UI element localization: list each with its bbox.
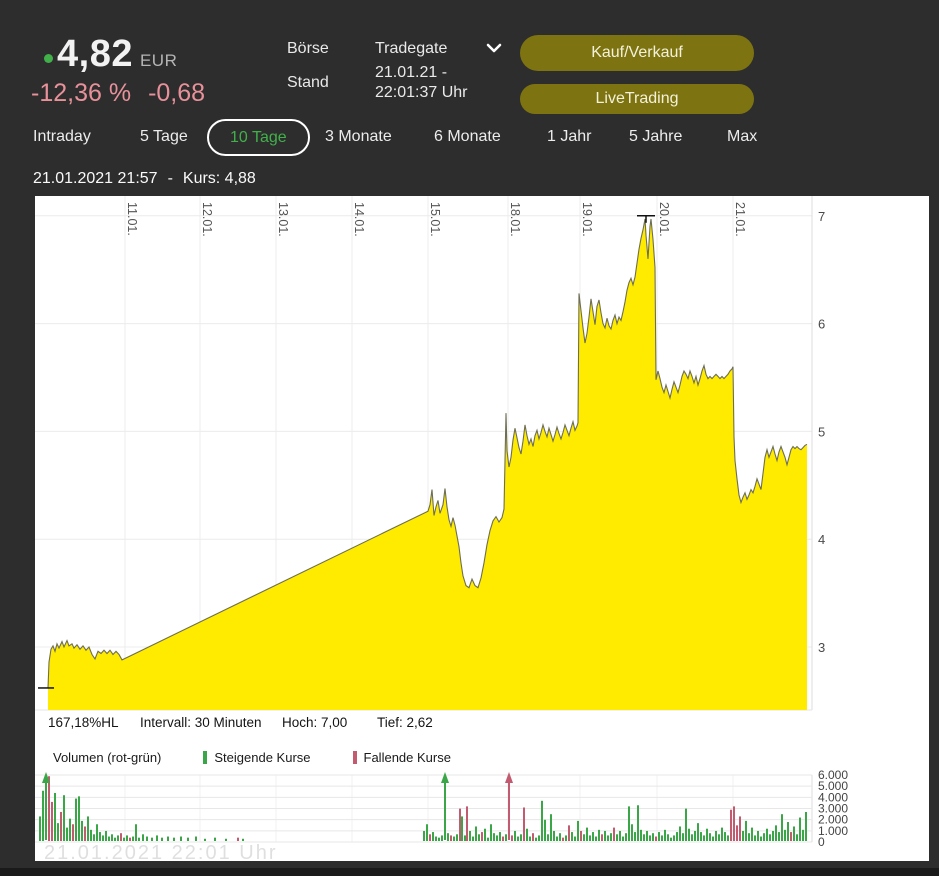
tab-6-monate[interactable]: 6 Monate — [434, 128, 501, 145]
stand-time: 22:01:37 Uhr — [375, 84, 468, 101]
high-low-markers — [38, 215, 655, 689]
date-axis-labels: 11.01. 12.01. 13.01. 14.01. 15.01. 18.01. 19.0… — [125, 202, 747, 237]
tab-1-jahr[interactable]: 1 Jahr — [547, 128, 592, 145]
footer-hl: 167,18%HL — [48, 715, 119, 730]
legend-falling-label: Fallende Kurse — [363, 750, 451, 765]
rising-swatch-icon — [203, 751, 208, 764]
svg-text:4: 4 — [818, 532, 825, 547]
price-value: 4,82 — [57, 33, 133, 75]
chart-status-line: 21.01.2021 21:57- Kurs: 4,88 — [33, 170, 256, 188]
svg-text:0: 0 — [818, 835, 825, 849]
change-percent: -12,36 % — [31, 79, 132, 107]
tab-10-tage[interactable]: 10 Tage — [207, 119, 310, 156]
boerse-select[interactable]: Tradegate — [375, 40, 448, 57]
current-price: 4,82 EUR — [57, 33, 177, 76]
price-status-dot — [44, 54, 53, 63]
svg-text:11.01.: 11.01. — [125, 202, 139, 236]
svg-text:3: 3 — [818, 640, 825, 655]
footer-tief: Tief: 2,62 — [377, 715, 433, 730]
svg-text:6: 6 — [818, 317, 825, 332]
stand-date: 21.01.21 - — [375, 64, 448, 81]
change-absolute: -0,68 — [148, 79, 206, 107]
livetrading-button[interactable]: LiveTrading — [520, 84, 754, 114]
chart-footer: 167,18%HL Intervall: 30 Minuten Hoch: 7,… — [35, 715, 835, 733]
volume-spike-arrow-icons — [42, 772, 513, 840]
footer-hoch: Hoch: 7,00 — [282, 715, 348, 730]
tab-max[interactable]: Max — [727, 128, 758, 145]
volume-axis-timestamp: 21.01.2021 22:01 Uhr — [44, 842, 278, 864]
kauf-verkauf-button[interactable]: Kauf/Verkauf — [520, 35, 754, 71]
bottom-border-strip — [0, 868, 939, 876]
svg-text:15.01.: 15.01. — [428, 202, 442, 237]
price-line — [47, 218, 808, 689]
price-axis-labels: 3 4 5 6 7 — [818, 209, 825, 655]
chevron-down-icon[interactable] — [486, 42, 502, 54]
svg-text:14.01.: 14.01. — [352, 202, 366, 237]
legend-volume-label: Volumen (rot-grün) — [53, 750, 162, 765]
chart-panel: 11.01. 12.01. 13.01. 14.01. 15.01. 18.01. 19.0… — [35, 196, 929, 864]
svg-text:12.01.: 12.01. — [200, 202, 214, 237]
status-datetime: 21.01.2021 21:57 — [33, 170, 158, 187]
svg-text:13.01.: 13.01. — [276, 202, 290, 237]
legend-rising-label: Steigende Kurse — [214, 750, 311, 765]
status-kurs: Kurs: 4,88 — [182, 170, 256, 187]
price-change: -12,36 % -0,68 — [31, 79, 222, 108]
price-volume-chart[interactable]: 11.01. 12.01. 13.01. 14.01. 15.01. 18.01. 19.0… — [35, 196, 929, 861]
price-area — [48, 219, 807, 710]
svg-text:21.01.: 21.01. — [733, 202, 747, 237]
svg-text:20.01.: 20.01. — [657, 202, 671, 237]
svg-text:1.000: 1.000 — [818, 824, 848, 838]
falling-swatch-icon — [352, 751, 357, 764]
boerse-label: Börse — [287, 40, 329, 57]
svg-text:7: 7 — [818, 209, 825, 224]
tab-5-jahre[interactable]: 5 Jahre — [629, 128, 683, 145]
svg-text:4.000: 4.000 — [818, 790, 848, 804]
svg-text:2.000: 2.000 — [818, 813, 848, 827]
tab-intraday[interactable]: Intraday — [33, 128, 91, 145]
svg-text:19.01.: 19.01. — [580, 202, 594, 237]
svg-text:5.000: 5.000 — [818, 779, 848, 793]
status-separator: - — [167, 170, 173, 187]
tab-5-tage[interactable]: 5 Tage — [140, 128, 188, 145]
tab-3-monate[interactable]: 3 Monate — [325, 128, 392, 145]
svg-text:6.000: 6.000 — [818, 768, 848, 782]
volume-legend: Volumen (rot-grün) Steigende Kurse Falle… — [53, 750, 451, 765]
volume-bars — [39, 776, 807, 841]
footer-intervall: Intervall: 30 Minuten — [140, 715, 262, 730]
svg-text:3.000: 3.000 — [818, 802, 848, 816]
price-currency: EUR — [139, 51, 178, 70]
svg-text:5: 5 — [818, 424, 825, 439]
stand-label: Stand — [287, 74, 329, 91]
svg-text:18.01.: 18.01. — [508, 202, 522, 237]
